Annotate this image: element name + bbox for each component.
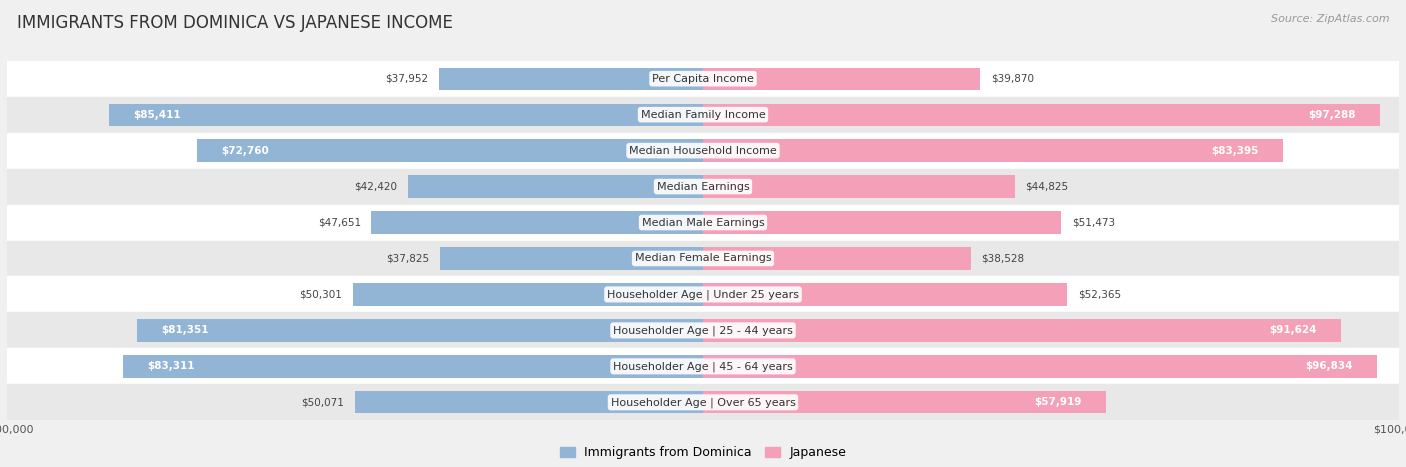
Bar	[7, 241, 1399, 276]
Text: $83,395: $83,395	[1212, 146, 1258, 156]
Bar	[197, 140, 703, 162]
Text: Per Capita Income: Per Capita Income	[652, 74, 754, 84]
Text: $81,351: $81,351	[162, 325, 208, 335]
Text: $42,420: $42,420	[354, 182, 398, 191]
Text: Median Male Earnings: Median Male Earnings	[641, 218, 765, 227]
Bar	[371, 212, 703, 234]
Bar	[703, 319, 1341, 341]
Text: $97,288: $97,288	[1308, 110, 1355, 120]
Text: $96,834: $96,834	[1305, 361, 1353, 371]
Bar	[108, 104, 703, 126]
Bar	[703, 248, 972, 269]
Text: Householder Age | Under 25 years: Householder Age | Under 25 years	[607, 289, 799, 300]
Text: $72,760: $72,760	[221, 146, 269, 156]
Bar	[703, 140, 1284, 162]
Text: $37,952: $37,952	[385, 74, 429, 84]
Text: $51,473: $51,473	[1071, 218, 1115, 227]
Text: $91,624: $91,624	[1268, 325, 1316, 335]
Text: $50,301: $50,301	[299, 290, 343, 299]
Bar	[7, 97, 1399, 133]
Bar	[703, 391, 1107, 413]
Bar	[440, 248, 703, 269]
Text: Householder Age | 25 - 44 years: Householder Age | 25 - 44 years	[613, 325, 793, 336]
Text: $85,411: $85,411	[134, 110, 180, 120]
Text: $38,528: $38,528	[981, 254, 1025, 263]
Text: $47,651: $47,651	[318, 218, 361, 227]
Text: Median Earnings: Median Earnings	[657, 182, 749, 191]
Bar	[703, 355, 1376, 377]
Text: $57,919: $57,919	[1035, 397, 1081, 407]
Text: $83,311: $83,311	[148, 361, 195, 371]
Text: IMMIGRANTS FROM DOMINICA VS JAPANESE INCOME: IMMIGRANTS FROM DOMINICA VS JAPANESE INC…	[17, 14, 453, 32]
Text: $44,825: $44,825	[1025, 182, 1069, 191]
Bar	[7, 205, 1399, 241]
Bar	[703, 212, 1062, 234]
Bar	[703, 283, 1067, 305]
Bar	[7, 133, 1399, 169]
Text: $52,365: $52,365	[1078, 290, 1121, 299]
Bar	[353, 283, 703, 305]
Text: Householder Age | 45 - 64 years: Householder Age | 45 - 64 years	[613, 361, 793, 372]
Bar	[354, 391, 703, 413]
Bar	[7, 348, 1399, 384]
Bar	[124, 355, 703, 377]
Text: Median Household Income: Median Household Income	[628, 146, 778, 156]
Text: Median Family Income: Median Family Income	[641, 110, 765, 120]
Legend: Immigrants from Dominica, Japanese: Immigrants from Dominica, Japanese	[554, 441, 852, 464]
Bar	[439, 68, 703, 90]
Bar	[7, 384, 1399, 420]
Bar	[136, 319, 703, 341]
Text: $39,870: $39,870	[991, 74, 1033, 84]
Text: Householder Age | Over 65 years: Householder Age | Over 65 years	[610, 397, 796, 408]
Bar	[7, 61, 1399, 97]
Bar	[703, 68, 980, 90]
Text: Median Female Earnings: Median Female Earnings	[634, 254, 772, 263]
Text: Source: ZipAtlas.com: Source: ZipAtlas.com	[1271, 14, 1389, 24]
Bar	[408, 176, 703, 198]
Bar	[703, 104, 1381, 126]
Text: $37,825: $37,825	[387, 254, 429, 263]
Bar	[703, 176, 1015, 198]
Bar	[7, 169, 1399, 205]
Bar	[7, 276, 1399, 312]
Text: $50,071: $50,071	[301, 397, 344, 407]
Bar	[7, 312, 1399, 348]
